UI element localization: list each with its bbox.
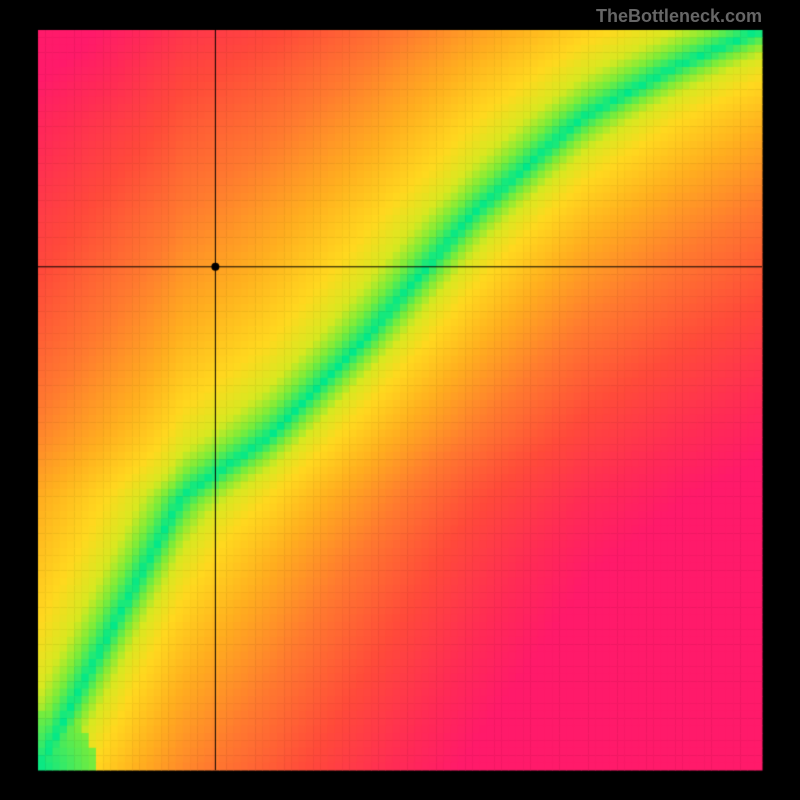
bottleneck-heatmap [0,0,800,800]
attribution-text: TheBottleneck.com [596,6,762,27]
chart-container: TheBottleneck.com [0,0,800,800]
